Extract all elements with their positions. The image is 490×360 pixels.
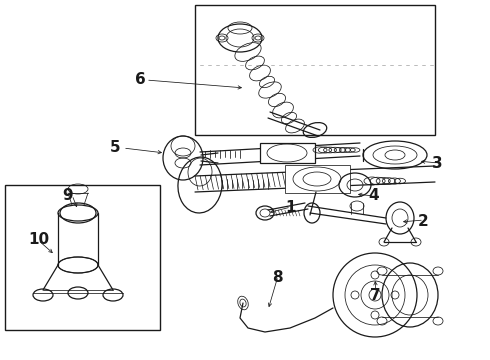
Text: 1: 1 <box>285 199 295 215</box>
Text: 10: 10 <box>28 233 49 248</box>
Text: 7: 7 <box>370 288 381 302</box>
Bar <box>5 185 160 330</box>
Text: 9: 9 <box>62 188 73 202</box>
Bar <box>195 5 435 135</box>
Bar <box>285 165 350 193</box>
Text: 4: 4 <box>368 189 379 203</box>
Text: 8: 8 <box>272 270 283 285</box>
Text: 6: 6 <box>135 72 146 87</box>
Text: 2: 2 <box>418 215 429 230</box>
Text: 5: 5 <box>110 140 121 156</box>
Text: 3: 3 <box>432 156 442 171</box>
Bar <box>260 143 315 163</box>
